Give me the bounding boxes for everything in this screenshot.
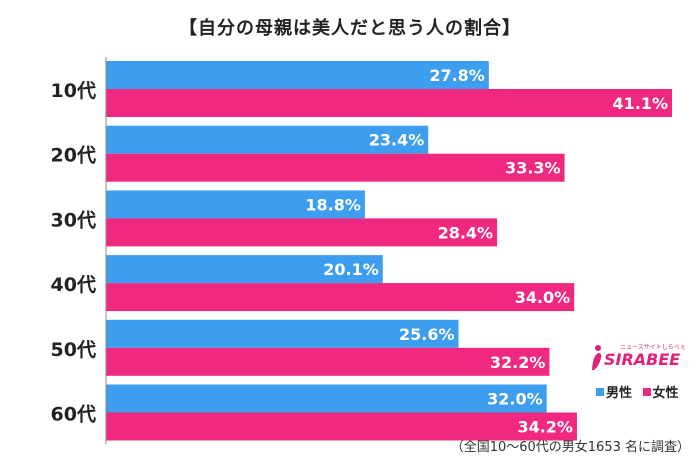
category-label: 30代 bbox=[51, 209, 96, 231]
legend-item-female: 女性 bbox=[642, 382, 679, 401]
sirabee-logo: ニュースサイトしらべぇ SIRABEE bbox=[590, 342, 690, 372]
category-label: 50代 bbox=[51, 339, 96, 361]
category-label: 20代 bbox=[51, 145, 96, 167]
category-label: 60代 bbox=[51, 404, 96, 426]
bar-female bbox=[106, 89, 672, 117]
bar-male bbox=[106, 61, 489, 89]
data-label-male: 25.6% bbox=[399, 325, 455, 344]
sirabee-logo-mark-icon bbox=[592, 345, 602, 370]
data-label-male: 20.1% bbox=[323, 260, 379, 279]
category-label: 40代 bbox=[51, 274, 96, 296]
bar-female bbox=[106, 347, 550, 376]
chart-title: 【自分の母親は美人だと思う人の割合】 bbox=[179, 18, 521, 39]
legend-swatch-male bbox=[596, 388, 604, 396]
data-label-female: 34.0% bbox=[515, 288, 571, 307]
data-label-female: 32.2% bbox=[490, 353, 546, 372]
bar-female bbox=[106, 283, 575, 312]
sirabee-logo-text: SIRABEE bbox=[604, 350, 681, 369]
bar-male bbox=[106, 190, 365, 219]
legend-item-male: 男性 bbox=[596, 382, 632, 401]
data-label-male: 32.0% bbox=[487, 390, 543, 409]
legend-swatch-female bbox=[642, 388, 651, 396]
bar-female bbox=[106, 218, 498, 247]
bar-female bbox=[106, 412, 577, 441]
survey-footnote: （全国10～60代の男女1653 名に調査） bbox=[450, 440, 690, 455]
bar-female bbox=[106, 153, 565, 182]
bar-male bbox=[106, 255, 383, 284]
legend-label-male: 男性 bbox=[606, 386, 633, 401]
data-label-male: 27.8% bbox=[429, 66, 485, 85]
data-label-male: 18.8% bbox=[305, 195, 361, 214]
data-label-female: 34.2% bbox=[517, 418, 573, 437]
data-label-female: 28.4% bbox=[438, 223, 494, 242]
sirabee-tagline: ニュースサイトしらべぇ bbox=[620, 344, 686, 351]
data-label-male: 23.4% bbox=[369, 131, 425, 150]
category-label: 10代 bbox=[51, 80, 96, 102]
legend: 男性 女性 bbox=[596, 382, 685, 401]
data-label-female: 41.1% bbox=[612, 94, 668, 113]
bar-male bbox=[106, 319, 459, 348]
data-label-female: 33.3% bbox=[505, 159, 561, 178]
bar-male bbox=[106, 384, 547, 413]
legend-label-female: 女性 bbox=[652, 386, 679, 401]
bar-male bbox=[106, 125, 429, 154]
